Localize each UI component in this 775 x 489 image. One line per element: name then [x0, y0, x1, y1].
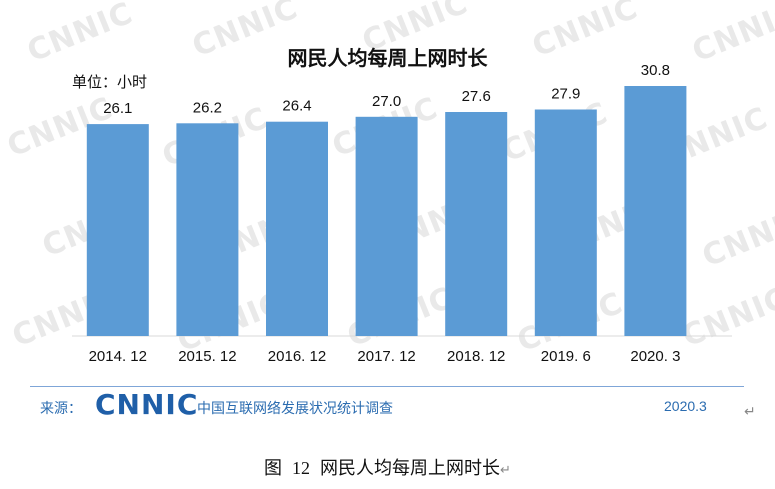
- value-label: 26.1: [103, 100, 132, 117]
- bar: [355, 116, 418, 336]
- source-divider: [30, 386, 744, 387]
- value-label: 27.0: [372, 93, 401, 110]
- source-label: 来源：: [40, 401, 82, 417]
- category-label: 2020. 3: [630, 348, 680, 365]
- category-label: 2014. 12: [89, 348, 147, 365]
- category-label: 2018. 12: [447, 348, 505, 365]
- bar: [266, 121, 328, 336]
- bar: [445, 112, 508, 336]
- unit-label: 单位：小时: [72, 73, 148, 91]
- chart-title: 网民人均每周上网时长: [287, 46, 488, 70]
- caption-prefix: 图: [264, 458, 283, 479]
- value-label: 26.4: [282, 98, 311, 115]
- value-label-group: 26.1 26.2 26.4 27.0 27.6 27.9 30.8: [103, 62, 670, 117]
- cnnic-logo: CNNIC: [95, 388, 199, 421]
- caption-number: 12: [292, 458, 311, 478]
- source-report-name: 中国互联网络发展状况统计调查: [197, 401, 393, 417]
- value-label: 26.2: [193, 99, 222, 116]
- bar: [624, 86, 687, 336]
- return-mark: ↵: [500, 463, 511, 478]
- return-mark: ↵: [744, 404, 756, 420]
- bar: [176, 123, 239, 336]
- bar: [86, 124, 149, 336]
- figure-caption: 图 12 网民人均每周上网时长↵: [0, 454, 775, 480]
- category-label: 2019. 6: [541, 348, 591, 365]
- bar: [534, 109, 597, 336]
- bar-group: [86, 86, 687, 336]
- value-label: 30.8: [641, 62, 670, 79]
- category-label: 2015. 12: [178, 348, 236, 365]
- source-date: 2020.3: [664, 398, 707, 414]
- caption-text: 网民人均每周上网时长: [320, 458, 501, 479]
- value-label: 27.9: [551, 86, 580, 103]
- category-label: 2016. 12: [268, 348, 326, 365]
- value-label: 27.6: [462, 88, 491, 105]
- category-label: 2017. 12: [357, 348, 415, 365]
- bar-chart: 26.1 26.2 26.4 27.0 27.6 27.930.8 2014. 12 201…: [72, 62, 732, 365]
- category-label-group: 2014. 12 2015. 12 2016. 12 2017. 12 2018. 12…: [89, 348, 681, 365]
